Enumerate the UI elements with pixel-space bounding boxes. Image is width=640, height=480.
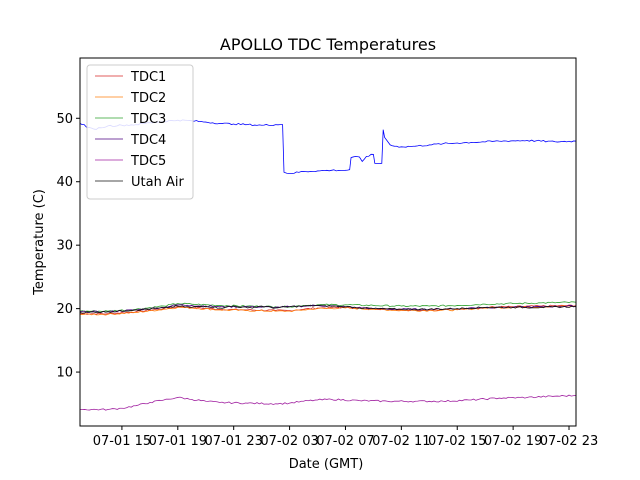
plot-frame: [79, 57, 577, 427]
x-tick-label: 07-02 03: [260, 434, 318, 449]
x-tick-label: 07-01 15: [93, 434, 151, 449]
y-axis: 10 20 30 40 50: [56, 112, 80, 381]
legend-label-tdc2: TDC2: [130, 91, 166, 106]
x-tick-label: 07-02 07: [316, 434, 374, 449]
y-tick-label: 10: [56, 366, 73, 381]
y-tick-label: 50: [56, 112, 73, 127]
y-tick-label: 20: [56, 302, 73, 317]
y-tick-label: 30: [56, 239, 73, 254]
series-line-utah-air: [79, 304, 577, 314]
legend-box: [86, 64, 194, 200]
legend-label-tdc1: TDC1: [130, 70, 166, 85]
legend-label-tdc3: TDC3: [130, 112, 166, 127]
legend-label-tdc5: TDC5: [130, 154, 166, 169]
x-axis-label: Date (GMT): [289, 457, 364, 472]
legend: TDC1 TDC2 TDC3 TDC4 TDC5 Utah Air: [86, 64, 194, 200]
legend-label-tdc4: TDC4: [130, 133, 166, 148]
x-tick-label: 07-01 19: [149, 434, 207, 449]
series-line-tdc5: [79, 394, 577, 411]
series-line-tdc1: [79, 304, 577, 315]
y-tick-label: 40: [56, 175, 73, 190]
series-line-tdc3: [79, 301, 577, 313]
x-tick-label: 07-02 15: [428, 434, 486, 449]
x-tick-label: 07-01 23: [204, 434, 262, 449]
chart-title: APOLLO TDC Temperatures: [220, 35, 436, 54]
x-tick-label: 07-02 11: [372, 434, 430, 449]
x-tick-label: 07-02 19: [484, 434, 542, 449]
legend-label-utah-air: Utah Air: [131, 175, 184, 190]
x-tick-label: 07-02 23: [540, 434, 598, 449]
y-axis-label: Temperature (C): [32, 189, 47, 296]
